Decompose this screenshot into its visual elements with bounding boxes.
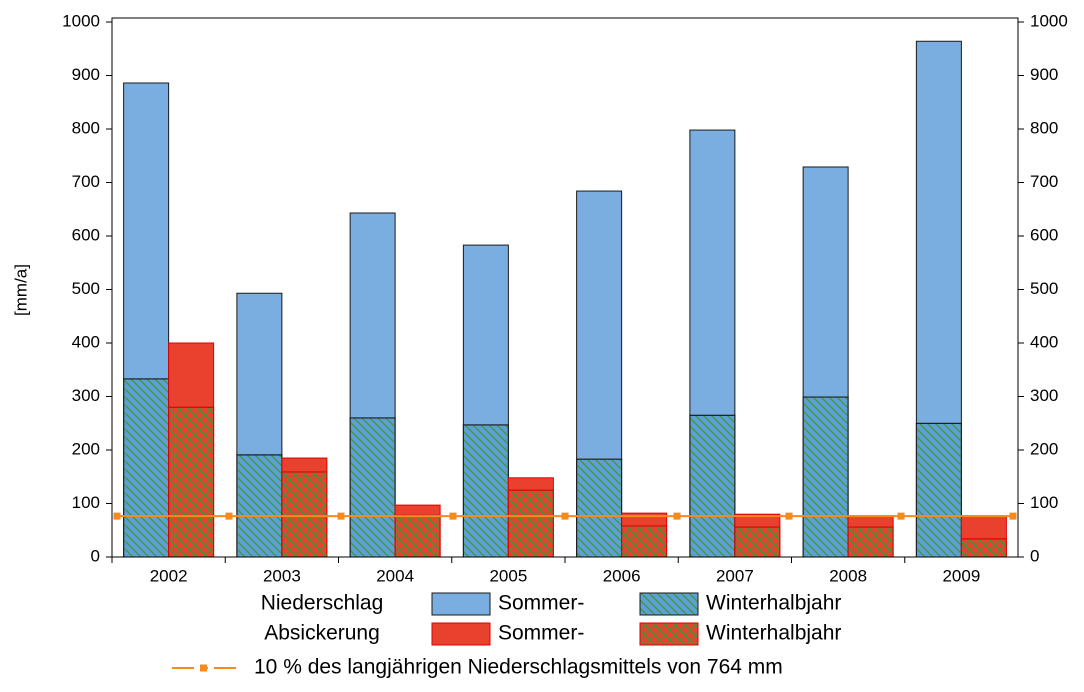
bar bbox=[915, 40, 962, 424]
bar-hatch bbox=[281, 471, 328, 558]
x-tick-label: 2003 bbox=[263, 566, 301, 585]
bar-hatch bbox=[960, 538, 1007, 558]
bar bbox=[462, 244, 509, 426]
bar bbox=[960, 515, 1007, 540]
bar bbox=[576, 190, 623, 460]
bar-hatch bbox=[847, 526, 894, 558]
x-tick-label: 2007 bbox=[716, 566, 754, 585]
reference-marker bbox=[561, 512, 569, 520]
y2-tick-label: 100 bbox=[1030, 493, 1058, 512]
x-tick-label: 2006 bbox=[603, 566, 641, 585]
bar bbox=[349, 212, 396, 419]
reference-marker bbox=[785, 512, 793, 520]
bar bbox=[281, 457, 328, 473]
legend-label: Winterhalbjahr bbox=[706, 592, 841, 615]
y-tick-label: 500 bbox=[72, 279, 100, 298]
y-tick-label: 100 bbox=[72, 493, 100, 512]
bar-hatch bbox=[462, 424, 509, 558]
y-tick-label: 600 bbox=[72, 225, 100, 244]
y2-tick-label: 0 bbox=[1030, 546, 1039, 565]
y-axis-label: [mm/a] bbox=[11, 264, 30, 316]
x-tick-label: 2002 bbox=[150, 566, 188, 585]
x-tick-label: 2009 bbox=[942, 566, 980, 585]
bar bbox=[123, 82, 170, 380]
y-tick-label: 900 bbox=[72, 65, 100, 84]
bar-hatch bbox=[915, 422, 962, 558]
y-tick-label: 400 bbox=[72, 332, 100, 351]
bar bbox=[394, 504, 441, 516]
x-tick-label: 2005 bbox=[489, 566, 527, 585]
legend-swatch bbox=[431, 592, 491, 616]
y2-tick-label: 400 bbox=[1030, 332, 1058, 351]
bar bbox=[507, 477, 554, 491]
bar bbox=[734, 513, 781, 528]
legend-label: Sommer- bbox=[498, 622, 584, 645]
legend-group-label: Niederschlag bbox=[261, 592, 384, 615]
y2-tick-label: 500 bbox=[1030, 279, 1058, 298]
bar-hatch bbox=[123, 378, 170, 558]
reference-marker bbox=[449, 512, 457, 520]
bar bbox=[621, 512, 668, 527]
y2-tick-label: 600 bbox=[1030, 225, 1058, 244]
y-tick-label: 1000 bbox=[62, 11, 100, 30]
y2-tick-label: 200 bbox=[1030, 439, 1058, 458]
legend-swatch-hatch bbox=[639, 622, 699, 646]
y2-tick-label: 1000 bbox=[1030, 11, 1068, 30]
x-tick-label: 2004 bbox=[376, 566, 414, 585]
y2-tick-label: 300 bbox=[1030, 386, 1058, 405]
bar bbox=[689, 129, 736, 416]
reference-marker bbox=[337, 512, 345, 520]
y-tick-label: 200 bbox=[72, 439, 100, 458]
legend-ref-label: 10 % des langjährigen Niederschlagsmitte… bbox=[254, 656, 783, 679]
y-tick-label: 800 bbox=[72, 118, 100, 137]
legend-label: Winterhalbjahr bbox=[706, 622, 841, 645]
bar-hatch bbox=[621, 525, 668, 558]
bar-hatch bbox=[689, 414, 736, 558]
legend-swatch-hatch bbox=[639, 592, 699, 616]
bar-hatch bbox=[507, 489, 554, 558]
reference-marker bbox=[673, 512, 681, 520]
legend-label: Sommer- bbox=[498, 592, 584, 615]
bar bbox=[802, 166, 849, 398]
x-tick-label: 2008 bbox=[829, 566, 867, 585]
y-tick-label: 300 bbox=[72, 386, 100, 405]
reference-marker bbox=[225, 512, 233, 520]
legend-ref-marker bbox=[200, 664, 207, 672]
y-tick-label: 700 bbox=[72, 172, 100, 191]
bar bbox=[847, 515, 894, 528]
bar bbox=[168, 342, 215, 408]
y-tick-label: 0 bbox=[91, 546, 100, 565]
y2-tick-label: 700 bbox=[1030, 172, 1058, 191]
y2-tick-label: 900 bbox=[1030, 65, 1058, 84]
bar-hatch bbox=[576, 458, 623, 558]
y2-tick-label: 800 bbox=[1030, 118, 1058, 137]
bar bbox=[236, 292, 283, 456]
legend-group-label: Absickerung bbox=[264, 622, 380, 645]
reference-marker bbox=[897, 512, 905, 520]
reference-marker bbox=[113, 512, 121, 520]
bar-hatch bbox=[168, 406, 215, 558]
plot-frame bbox=[111, 17, 1019, 558]
bar-hatch bbox=[394, 514, 441, 558]
bar-hatch bbox=[236, 454, 283, 558]
bar-hatch bbox=[802, 396, 849, 558]
legend-swatch bbox=[431, 622, 491, 646]
bar-hatch bbox=[734, 526, 781, 558]
bar-hatch bbox=[349, 417, 396, 558]
reference-marker bbox=[1009, 512, 1017, 520]
